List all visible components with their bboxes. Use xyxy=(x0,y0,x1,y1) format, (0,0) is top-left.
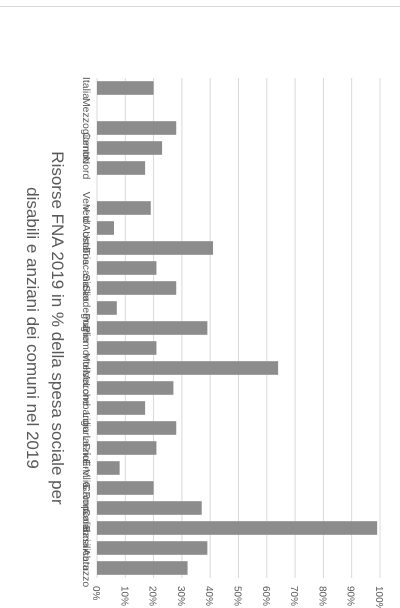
x-tick-label: 70% xyxy=(288,586,299,606)
category-label: Liguria xyxy=(80,412,92,444)
category-label: Centro xyxy=(80,132,92,164)
bar xyxy=(97,281,177,295)
x-tick-label: 60% xyxy=(260,586,271,606)
bar xyxy=(97,241,214,255)
category-label: Puglia xyxy=(80,313,92,342)
x-tick-labels: 0% 10% 20% 30% 40% 50% 60% 70% 80% 90% 100% xyxy=(90,586,384,608)
bar xyxy=(97,401,146,415)
category-label: Piemonte xyxy=(80,326,92,371)
category-label: Molise xyxy=(80,353,92,384)
x-tick-label: 10% xyxy=(118,586,129,606)
category-label: Nord xyxy=(80,157,92,180)
bar xyxy=(97,381,174,395)
bar xyxy=(97,221,114,235)
x-tick-label: 90% xyxy=(345,586,356,606)
bar xyxy=(97,501,202,515)
bar xyxy=(96,521,378,535)
x-tick-label: 40% xyxy=(203,586,214,606)
category-label: Campania xyxy=(80,484,92,532)
category-label: Toscana xyxy=(80,248,92,287)
category-label: Calabria xyxy=(80,508,92,547)
x-tick-label: 30% xyxy=(175,586,186,606)
bar xyxy=(96,541,208,555)
category-label: Basilicata xyxy=(80,526,92,571)
x-tick-label: 80% xyxy=(316,586,327,606)
bar xyxy=(97,81,154,95)
bar xyxy=(97,141,163,155)
bar xyxy=(96,261,157,275)
bar xyxy=(96,301,117,315)
bar xyxy=(97,201,151,215)
bar xyxy=(96,341,157,355)
category-label: Emilia-Rom. xyxy=(80,459,92,516)
x-tick-label: 20% xyxy=(147,586,158,606)
bar xyxy=(97,481,154,495)
category-label: Lazio xyxy=(80,435,92,460)
category-label: Mezzogiorno xyxy=(80,98,92,158)
x-tick-label: 0% xyxy=(90,586,101,601)
top-divider xyxy=(0,6,400,7)
category-label: Lombardia xyxy=(80,383,92,433)
bar xyxy=(96,441,157,455)
bar xyxy=(96,321,208,335)
category-labels: AbruzzoBasilicataCalabriaCampaniaEmilia-… xyxy=(80,77,92,588)
x-tick-label: 50% xyxy=(232,586,243,606)
category-label: Marche xyxy=(80,370,92,405)
bar xyxy=(97,361,279,375)
bar xyxy=(97,461,120,475)
category-label: V. d'Aosta xyxy=(80,205,92,252)
bar xyxy=(97,161,146,175)
chart-title-line-1: Risorse FNA 2019 in % della spesa social… xyxy=(48,151,67,505)
x-tick-label: 100% xyxy=(373,586,384,608)
bars xyxy=(96,81,378,575)
category-label: Sardegna xyxy=(80,285,92,331)
category-label: Italia xyxy=(80,77,92,99)
category-label: Friuli-V. G. xyxy=(80,443,92,492)
bar xyxy=(97,561,188,575)
plot-area: 0% 10% 20% 30% 40% 50% 60% 70% 80% 90% 100% Abruzz… xyxy=(23,77,384,608)
bar xyxy=(97,421,177,435)
category-label: Umbria xyxy=(80,231,92,265)
category-label: Veneto xyxy=(80,192,92,225)
category-label: Abruzzo xyxy=(80,549,92,588)
bar xyxy=(97,121,177,135)
chart-title-line-2: disabili e anziani dei comuni nel 2019 xyxy=(23,187,42,469)
category-label: Sicilia xyxy=(80,274,92,302)
